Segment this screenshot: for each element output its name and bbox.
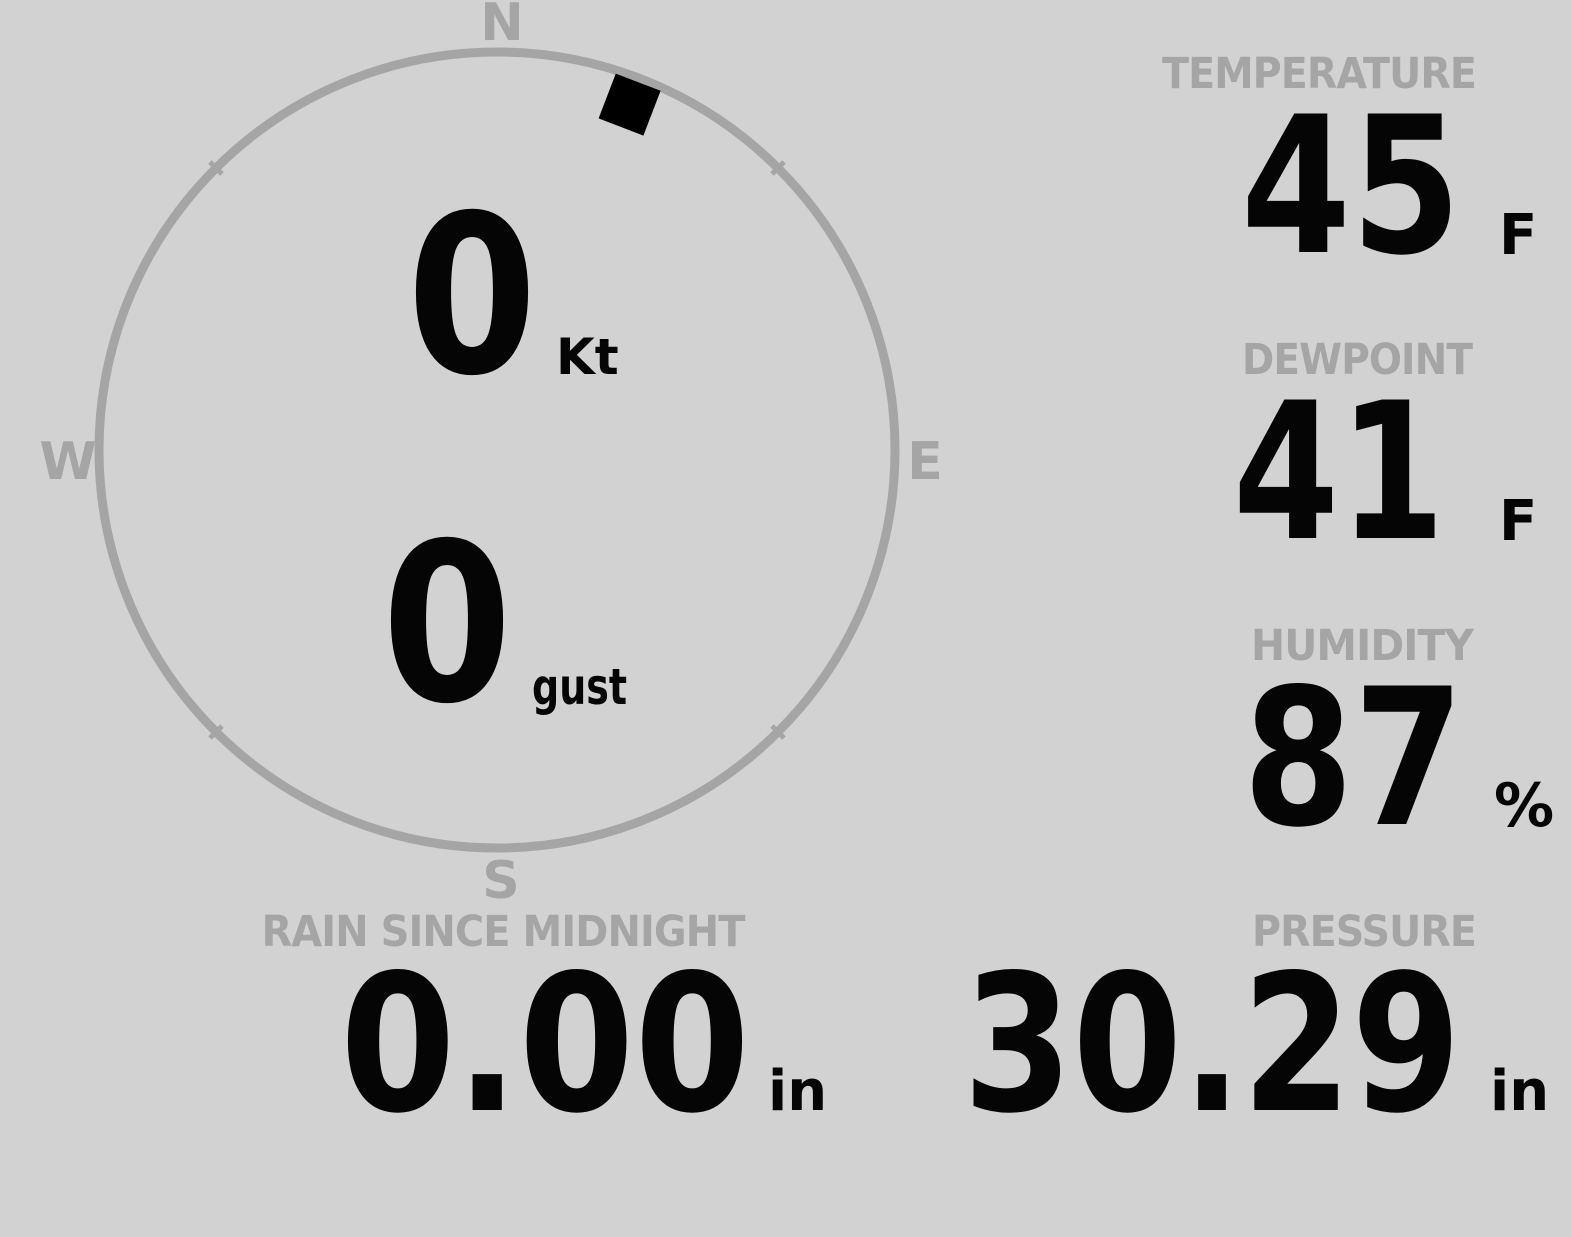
rain-value: 0.00	[340, 934, 750, 1155]
compass-tick-sw	[208, 724, 224, 740]
pressure-value: 30.29	[963, 934, 1461, 1155]
dewpoint-unit: F	[1499, 489, 1537, 554]
humidity-unit: %	[1494, 771, 1554, 841]
temperature-unit: F	[1499, 203, 1537, 268]
compass-tick-nw	[208, 160, 224, 176]
rain-label: RAIN SINCE MIDNIGHT	[262, 907, 747, 957]
wind-gust-unit: gust	[532, 658, 627, 716]
wind-direction-marker	[598, 73, 661, 136]
compass-label-west: W	[39, 432, 96, 492]
temperature-label: TEMPERATURE	[1162, 49, 1476, 99]
wind-speed-unit: Kt	[556, 328, 619, 386]
humidity-value: 87	[1243, 648, 1464, 869]
compass-label-north: N	[480, 0, 524, 53]
compass-tick-ne	[770, 160, 786, 176]
compass-tick-se	[770, 724, 786, 740]
dewpoint-value: 41	[1233, 362, 1445, 583]
metric-pressure: PRESSURE 30.29 in	[963, 907, 1549, 1155]
wind-gust-value: 0	[382, 496, 512, 752]
compass-ring	[94, 47, 900, 853]
metric-rain-since-midnight: RAIN SINCE MIDNIGHT 0.00 in	[262, 907, 828, 1155]
dewpoint-label: DEWPOINT	[1242, 335, 1474, 385]
rain-unit: in	[768, 1059, 827, 1124]
compass-label-east: E	[907, 432, 943, 492]
temperature-value: 45	[1241, 76, 1461, 297]
pressure-label: PRESSURE	[1252, 907, 1476, 957]
compass-label-south: S	[482, 851, 519, 911]
humidity-label: HUMIDITY	[1251, 621, 1475, 671]
metric-humidity: HUMIDITY 87 %	[1243, 621, 1554, 869]
wind-compass: N E S W 0 Kt 0 gust	[39, 0, 942, 911]
metric-dewpoint: DEWPOINT 41 F	[1233, 335, 1537, 583]
pressure-unit: in	[1490, 1059, 1549, 1124]
metric-temperature: TEMPERATURE 45 F	[1162, 49, 1537, 297]
wind-speed-value: 0	[407, 168, 537, 424]
